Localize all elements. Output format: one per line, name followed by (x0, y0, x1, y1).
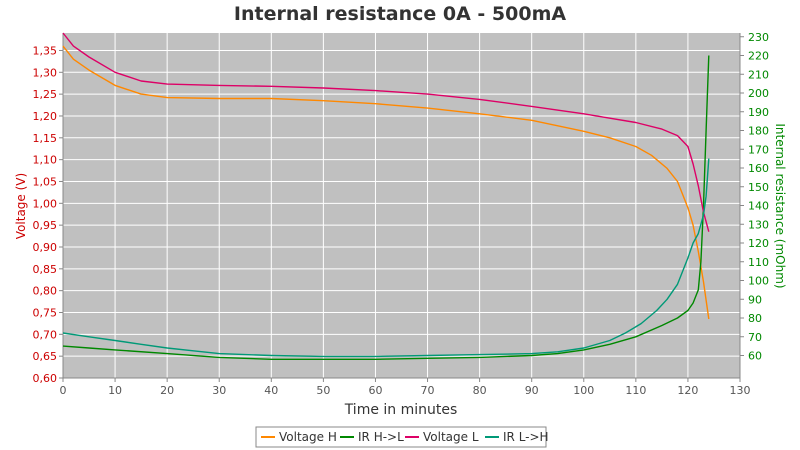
series-line-ir-h-l (62, 55, 710, 360)
y-right-tick-label: 180 (748, 125, 769, 138)
x-tick-label: 90 (525, 384, 539, 397)
y-right-tick-label: 150 (748, 181, 769, 194)
y-right-tick-label: 90 (748, 293, 762, 306)
series-line-ir-l-h (62, 158, 710, 358)
y-right-tick-label: 170 (748, 143, 769, 156)
y-left-tick-label: 1,00 (33, 197, 58, 210)
y-right-tick-label: 230 (748, 31, 769, 44)
series-line-voltage-h (62, 45, 710, 320)
x-axis-ticks: 0 10 20 30 40 50 60 70 80 90 100 110 120 130 (60, 378, 751, 397)
y-left-axis-label: Voltage (V) (14, 173, 28, 239)
y-left-tick-label: 1,15 (33, 132, 58, 145)
y-right-tick-label: 210 (748, 68, 769, 81)
x-tick-label: 110 (625, 384, 646, 397)
x-tick-label: 120 (677, 384, 698, 397)
x-tick-label: 10 (108, 384, 122, 397)
plot-area (63, 33, 740, 378)
x-tick-label: 20 (160, 384, 174, 397)
y-left-tick-label: 1,10 (33, 154, 58, 167)
y-right-tick-label: 160 (748, 162, 769, 175)
y-right-tick-label: 190 (748, 106, 769, 119)
y-left-tick-label: 1,05 (33, 175, 58, 188)
y-right-tick-label: 70 (748, 331, 762, 344)
y-left-tick-label: 0,85 (33, 263, 58, 276)
y-left-tick-label: 0,90 (33, 241, 58, 254)
x-tick-label: 30 (212, 384, 226, 397)
x-tick-label: 40 (264, 384, 278, 397)
y-right-tick-label: 60 (748, 350, 762, 363)
y-left-tick-label: 1,35 (33, 44, 58, 57)
y-left-tick-label: 0,80 (33, 285, 58, 298)
x-tick-label: 70 (421, 384, 435, 397)
y-right-tick-label: 110 (748, 256, 769, 269)
y-left-tick-label: 1,20 (33, 110, 58, 123)
y-left-tick-label: 0,95 (33, 219, 58, 232)
legend: Voltage H IR H->L Voltage L IR L->H (255, 426, 549, 448)
series-lines (62, 32, 710, 360)
legend-entry-label: Voltage L (423, 430, 479, 444)
series-line-voltage-l (62, 32, 710, 232)
x-axis-label: Time in minutes (344, 402, 458, 418)
legend-box (255, 426, 547, 448)
chart-title: Internal resistance 0A - 500mA (234, 3, 566, 25)
x-tick-label: 0 (60, 384, 67, 397)
y-right-tick-label: 130 (748, 218, 769, 231)
x-tick-label: 100 (573, 384, 594, 397)
y-right-axis-label: Internal resistance (mOhm) (773, 123, 787, 288)
x-tick-label: 50 (316, 384, 330, 397)
legend-entry-label: IR H->L (358, 430, 404, 444)
y-left-tick-label: 0,75 (33, 306, 58, 319)
y-left-axis-ticks: 0,60 0,65 0,70 0,75 0,80 0,85 0,90 0,95 1,00 1,05… (33, 44, 63, 385)
x-tick-label: 80 (473, 384, 487, 397)
legend-entry-label: Voltage H (279, 430, 337, 444)
y-left-tick-label: 0,65 (33, 350, 58, 363)
y-right-axis-ticks: 60 70 80 90 100 110 120 130 140 150 160 170 180 190 20… (740, 31, 769, 363)
y-right-tick-label: 220 (748, 50, 769, 63)
x-tick-label: 130 (730, 384, 751, 397)
y-left-tick-label: 1,30 (33, 66, 58, 79)
y-right-tick-label: 100 (748, 275, 769, 288)
y-left-tick-label: 0,70 (33, 328, 58, 341)
y-left-tick-label: 1,25 (33, 88, 58, 101)
y-right-tick-label: 140 (748, 200, 769, 213)
y-right-tick-label: 200 (748, 87, 769, 100)
y-right-tick-label: 120 (748, 237, 769, 250)
legend-entry-label: IR L->H (503, 430, 549, 444)
y-left-tick-label: 0,60 (33, 372, 58, 385)
x-tick-label: 60 (368, 384, 382, 397)
y-right-tick-label: 80 (748, 312, 762, 325)
